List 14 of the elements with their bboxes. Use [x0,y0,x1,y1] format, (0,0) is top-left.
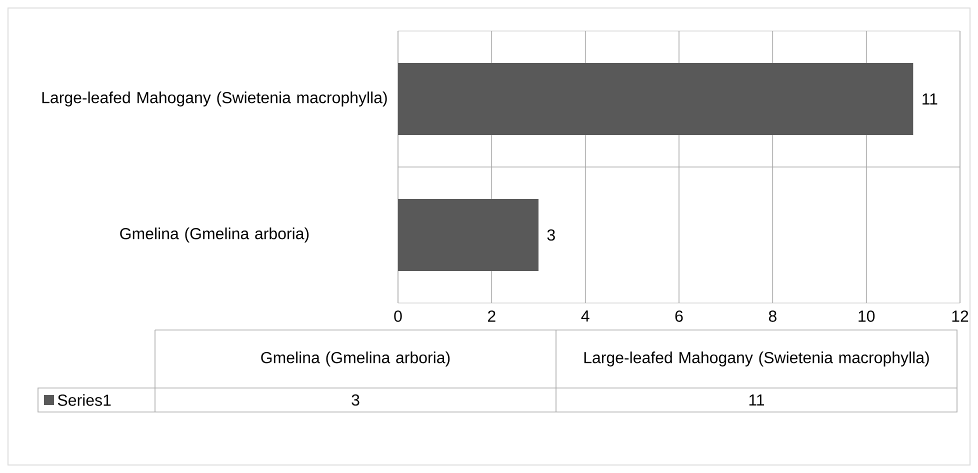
x-tick-label: 8 [768,310,776,322]
text: 11 [749,394,764,406]
data-label: 3 [547,229,555,241]
x-tick-label: 12 [952,310,968,322]
x-tick-label: 10 [858,310,875,322]
legend-label: Series1 [58,394,111,406]
x-tick-label: 2 [488,310,496,322]
text: 3 [352,394,360,406]
category-label: Gmelina (Gmelina arboria) [261,352,450,366]
data-label: 11 [922,93,938,105]
category-label: Large-leafed Mahogany (Swietenia macrophylla) [584,352,929,366]
x-tick-label: 6 [675,310,683,322]
x-tick-label: 0 [394,310,402,322]
x-tick-label: 4 [581,310,590,322]
